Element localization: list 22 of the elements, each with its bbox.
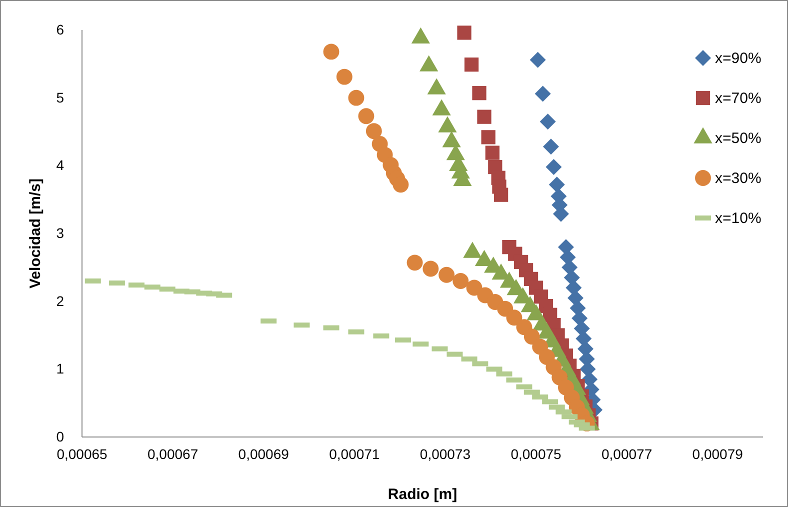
legend-label: x=90% [715, 50, 762, 67]
legend-label: x=30% [715, 170, 762, 187]
x-tick-label: 0,00075 [510, 446, 562, 462]
x-tick-label: 0,00071 [329, 446, 380, 462]
legend-label: x=50% [715, 130, 762, 147]
legend-label: x=70% [715, 90, 762, 107]
x-axis-title: Radio [m] [388, 486, 458, 503]
x-tick-label: 0,00069 [238, 446, 290, 462]
y-tick-label: 6 [56, 21, 64, 38]
y-tick-label: 4 [56, 157, 64, 174]
y-axis-title: Velocidad [m/s] [27, 178, 44, 289]
y-tick-label: 5 [56, 89, 64, 106]
y-tick-label: 3 [56, 224, 64, 241]
x-tick-label: 0,00077 [601, 446, 652, 462]
y-tick-label: 0 [56, 428, 64, 444]
x-tick-label: 0,00073 [420, 446, 471, 462]
x-tick-label: 0,00065 [56, 446, 108, 462]
y-tick-label: 2 [56, 292, 64, 309]
legend-label: x=10% [715, 210, 762, 227]
x-tick-label: 0,00067 [147, 446, 198, 462]
y-tick-label: 1 [56, 360, 64, 377]
x-tick-label: 0,00079 [692, 446, 744, 462]
